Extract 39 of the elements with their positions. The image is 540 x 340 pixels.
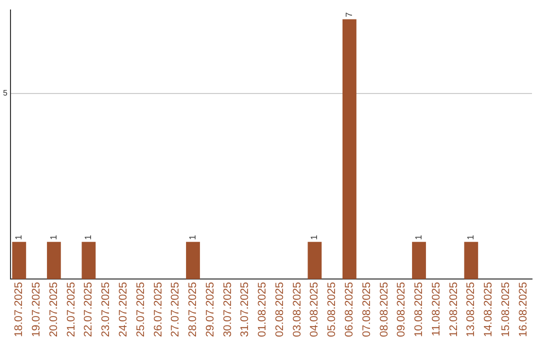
data-label: 1 <box>413 234 424 240</box>
y-tick-label: 5 <box>2 88 8 98</box>
x-tick-label: 25.07.2025 <box>134 282 147 338</box>
x-tick-label: 05.08.2025 <box>326 282 338 338</box>
data-label: 1 <box>187 234 198 240</box>
x-tick-label: 21.07.2025 <box>65 282 78 338</box>
x-tick-label: 09.08.2025 <box>396 282 408 338</box>
x-tick-label: 30.07.2025 <box>222 282 234 338</box>
data-label: 1 <box>83 234 94 240</box>
x-tick-label: 11.08.2025 <box>430 282 442 336</box>
x-tick-label: 31.07.2025 <box>239 282 252 338</box>
x-tick-label: 27.07.2025 <box>170 282 182 338</box>
x-tick-label: 01.08.2025 <box>256 282 269 338</box>
x-tick-label: 24.07.2025 <box>117 282 130 338</box>
x-tick-label: 14.08.2025 <box>482 282 495 338</box>
data-label: 1 <box>309 234 320 240</box>
x-tick-label: 07.08.2025 <box>360 282 373 338</box>
data-label: 1 <box>14 234 24 240</box>
x-tick-label: 13.08.2025 <box>465 282 478 338</box>
x-tick-label: 18.07.2025 <box>13 282 26 338</box>
x-tick-label: 29.07.2025 <box>204 282 216 338</box>
x-tick-label: 10.08.2025 <box>413 282 426 338</box>
x-tick-label: 04.08.2025 <box>308 282 321 338</box>
x-tick-label: 28.07.2025 <box>187 282 200 338</box>
data-label: 7 <box>344 12 354 18</box>
x-tick-label: 26.07.2025 <box>152 282 164 338</box>
x-tick-label: 19.07.2025 <box>30 282 43 338</box>
x-tick-label: 23.07.2025 <box>100 282 112 338</box>
x-tick-label: 03.08.2025 <box>291 282 304 338</box>
data-label: 1 <box>466 234 476 240</box>
x-tick-label: 15.08.2025 <box>500 282 512 338</box>
x-tick-label: 06.08.2025 <box>343 282 356 338</box>
x-tick-label: 20.07.2025 <box>48 282 60 338</box>
data-label: 1 <box>48 234 58 240</box>
x-tick-label: 12.08.2025 <box>448 282 460 338</box>
x-tick-label: 02.08.2025 <box>274 282 286 338</box>
x-tick-label: 08.08.2025 <box>378 282 390 338</box>
x-tick-label: 16.08.2025 <box>517 282 530 338</box>
x-tick-label: 22.07.2025 <box>82 282 95 338</box>
